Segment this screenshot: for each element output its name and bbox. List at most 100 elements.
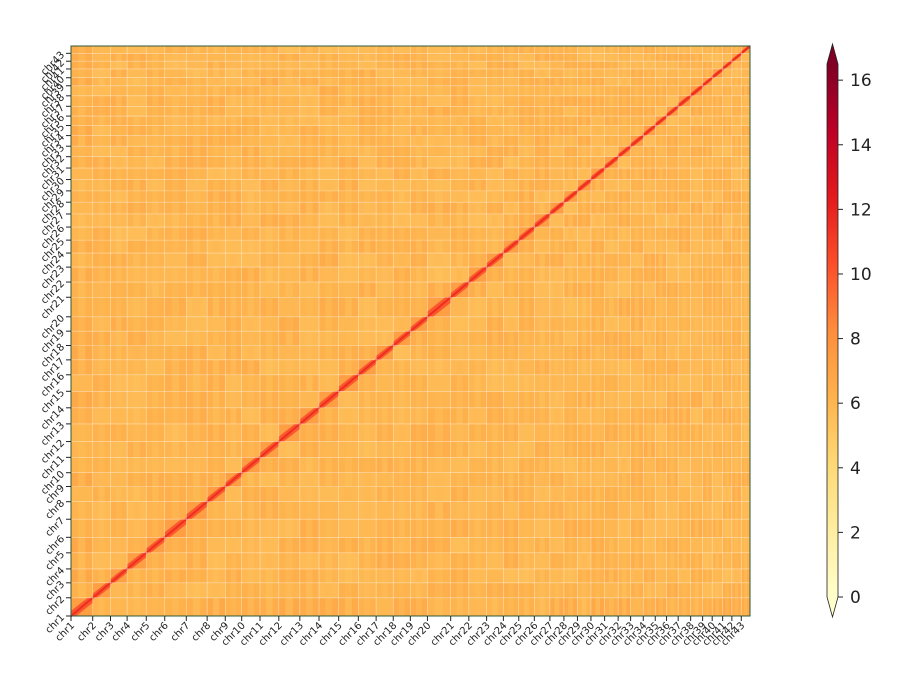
heatmap-subband	[670, 135, 675, 147]
heatmap-subband	[398, 297, 405, 317]
heatmap-subband	[325, 61, 333, 69]
heatmap-subband	[694, 407, 699, 424]
heatmap-subband	[647, 331, 652, 346]
heatmap-subband	[682, 46, 687, 54]
heatmap-subband	[734, 391, 739, 408]
heatmap-subband	[192, 486, 201, 502]
heatmap-subband	[634, 423, 640, 442]
heatmap-subband	[694, 391, 699, 408]
heatmap-subband	[133, 331, 140, 346]
heatmap-subband	[595, 125, 601, 136]
heatmap-subband	[658, 240, 663, 254]
heatmap-subband	[247, 345, 254, 360]
heatmap-subband	[305, 501, 313, 520]
heatmap-subband	[364, 135, 371, 147]
heatmap-subband	[744, 282, 748, 298]
heatmap-subband	[581, 53, 587, 62]
heatmap-subband	[595, 441, 601, 458]
heatmap-subband	[192, 519, 201, 538]
heatmap-subband	[568, 597, 573, 616]
heatmap-subband	[508, 95, 514, 107]
heatmap-subband	[682, 77, 687, 86]
heatmap-subband	[192, 125, 201, 136]
heatmap-subband	[325, 227, 333, 241]
heatmap-subband	[133, 423, 140, 442]
heatmap-subband	[705, 472, 710, 487]
heatmap-subband	[539, 53, 545, 62]
heatmap-subband	[192, 46, 201, 54]
heatmap-subband	[595, 77, 601, 86]
heatmap-subband	[344, 85, 352, 96]
heatmap-subband	[608, 77, 614, 86]
heatmap-subband	[266, 423, 273, 442]
heatmap-subband	[434, 345, 444, 360]
heatmap-subband	[595, 253, 601, 268]
heatmap-subband	[658, 46, 663, 54]
heatmap-subband	[98, 597, 105, 616]
heatmap-subband	[247, 135, 254, 147]
heatmap-subband	[595, 519, 601, 538]
heatmap-subband	[325, 537, 333, 553]
heatmap-subband	[192, 135, 201, 147]
heatmap-subband	[539, 407, 545, 424]
heatmap-subband	[568, 77, 573, 86]
heatmap-subband	[491, 95, 498, 107]
heatmap-subband	[622, 486, 627, 502]
heatmap-subband	[658, 359, 663, 375]
heatmap-subband	[595, 331, 601, 346]
heatmap-subband	[247, 374, 254, 392]
heatmap-subband	[344, 106, 352, 117]
heatmap-subband	[581, 240, 587, 254]
heatmap-subband	[212, 135, 220, 147]
heatmap-subband	[734, 345, 739, 360]
heatmap-subband	[682, 552, 687, 569]
heatmap-subband	[474, 597, 481, 616]
heatmap-subband	[212, 568, 220, 583]
heatmap-subband	[115, 61, 122, 69]
heatmap-subband	[305, 135, 313, 147]
heatmap-subband	[230, 240, 237, 254]
heatmap-subband	[670, 116, 675, 126]
heatmap-subband	[744, 61, 748, 69]
heatmap-subband	[658, 68, 663, 78]
heatmap-subband	[523, 568, 530, 583]
heatmap-subband	[682, 297, 687, 317]
heatmap-subband	[77, 345, 86, 360]
heatmap-subband	[456, 519, 463, 538]
heatmap-subband	[247, 316, 254, 332]
heatmap-subband	[266, 282, 273, 298]
heatmap-subband	[734, 472, 739, 487]
heatmap-subband	[715, 441, 720, 458]
heatmap-subband	[539, 519, 545, 538]
heatmap-subband	[595, 501, 601, 520]
heatmap-subband	[539, 331, 545, 346]
heatmap-subband	[285, 68, 293, 78]
heatmap-subband	[491, 391, 498, 408]
heatmap-subband	[539, 135, 545, 147]
heatmap-subband	[682, 253, 687, 268]
heatmap-subband	[694, 240, 699, 254]
heatmap-subband	[325, 213, 333, 228]
heatmap-subband	[133, 316, 140, 332]
heatmap-subband	[133, 135, 140, 147]
heatmap-subband	[508, 68, 514, 78]
heatmap-subband	[622, 240, 627, 254]
heatmap-subband	[622, 407, 627, 424]
heatmap-subband	[133, 85, 140, 96]
heatmap-subband	[415, 486, 422, 502]
heatmap-subband	[115, 345, 122, 360]
heatmap-subband	[230, 125, 237, 136]
heatmap-subband	[647, 116, 652, 126]
heatmap-subband	[398, 77, 405, 86]
heatmap-subband	[670, 331, 675, 346]
heatmap-subband	[325, 374, 333, 392]
heatmap-subband	[622, 85, 627, 96]
heatmap-subband	[230, 106, 237, 117]
heatmap-subband	[325, 46, 333, 54]
heatmap-subband	[415, 125, 422, 136]
heatmap-subband	[325, 116, 333, 126]
heatmap-subband	[247, 441, 254, 458]
heatmap-subband	[344, 116, 352, 126]
heatmap-subband	[647, 61, 652, 69]
heatmap-subband	[434, 552, 444, 569]
